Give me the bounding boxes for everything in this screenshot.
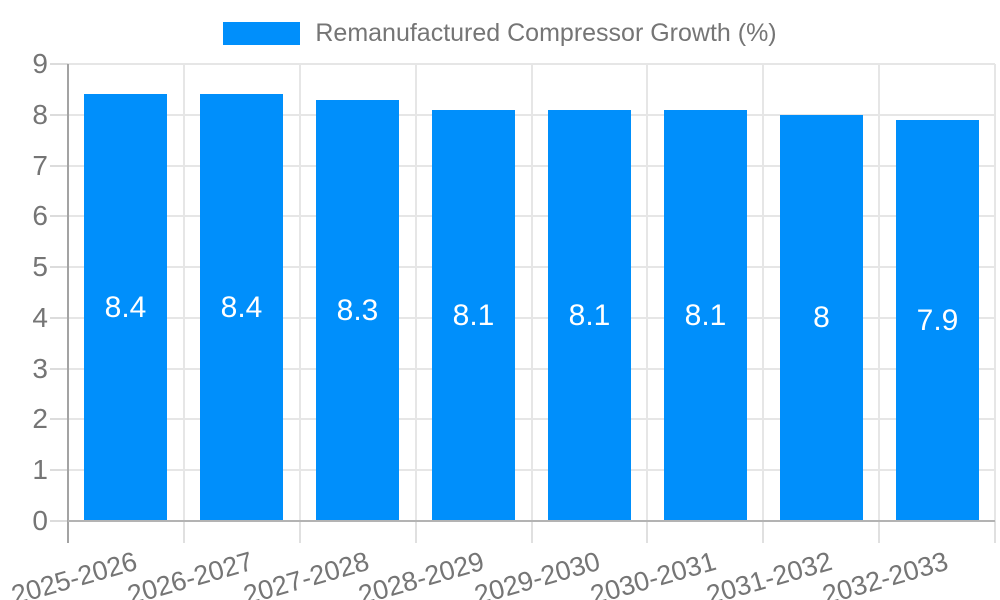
bar-2029-2030[interactable]: 8.1 [548,110,631,521]
x-axis-label: 2031-2032 [703,546,836,600]
legend-swatch-icon [223,21,301,45]
bar-2028-2029[interactable]: 8.1 [432,110,515,521]
y-tick [50,113,68,116]
bar-value-label: 7.9 [916,303,959,337]
y-axis-label: 2 [32,403,48,435]
x-tick [299,521,301,543]
bar-value-label: 8.1 [452,298,495,332]
x-axis-label: 2028-2029 [355,546,488,600]
gridline-v [994,64,996,521]
bar-value-label: 8.4 [104,290,147,324]
y-tick [50,316,68,319]
x-tick [994,521,996,543]
bar-value-label: 8.3 [336,293,379,327]
gridline-v [414,64,417,521]
x-axis-line [68,520,995,522]
bar-value-label: 8.4 [220,290,263,324]
y-axis-label: 6 [32,200,48,232]
y-tick [50,215,68,218]
y-axis-label: 9 [32,48,48,79]
bar-value-label: 8.1 [568,298,611,332]
y-tick [50,520,68,522]
y-tick [50,63,68,65]
x-tick [762,521,764,543]
y-axis-label: 1 [32,454,48,486]
y-axis-label: 5 [32,251,48,283]
bar-2030-2031[interactable]: 8.1 [664,110,747,521]
y-tick [50,266,68,269]
y-axis-label: 8 [32,98,48,130]
x-axis-label: 2026-2027 [123,546,257,600]
x-axis-label: 2025-2026 [7,546,141,600]
bar-2027-2028[interactable]: 8.3 [316,100,399,521]
x-tick [646,521,648,543]
gridline-v [298,64,301,521]
bar-value-label: 8 [813,301,830,334]
y-tick [50,164,68,167]
x-axis-label: 2032-2033 [818,546,952,600]
bar-2026-2027[interactable]: 8.4 [200,94,283,521]
y-axis-label: 0 [32,505,48,536]
y-axis-label: 7 [32,149,48,181]
gridline-v [878,64,881,521]
y-tick [50,469,68,472]
plot-area: 8.4 8.4 8.3 8.1 8.1 8.1 8 7.9 [67,63,996,543]
x-axis-label: 2030-2031 [587,546,720,600]
legend[interactable]: Remanufactured Compressor Growth (%) [0,18,1000,48]
gridline-v [182,64,185,521]
y-axis-label: 4 [32,301,48,333]
x-tick [531,521,533,543]
x-axis-label: 2029-2030 [471,546,604,600]
y-tick [50,367,68,370]
legend-label: Remanufactured Compressor Growth (%) [315,18,777,47]
x-axis-label: 2027-2028 [239,546,372,600]
x-tick [878,521,880,543]
bar-value-label: 8.1 [684,298,727,332]
gridline-v [530,64,533,521]
gridline-v [762,64,765,521]
y-tick [50,418,68,421]
bar-2025-2026[interactable]: 8.4 [84,94,167,521]
x-tick [183,521,185,543]
y-axis-line [67,64,69,543]
x-tick [415,521,417,543]
y-axis-label: 3 [32,352,48,384]
gridline-v [646,64,649,521]
bar-2032-2033[interactable]: 7.9 [896,120,979,521]
bar-2031-2032[interactable]: 8 [780,115,863,521]
